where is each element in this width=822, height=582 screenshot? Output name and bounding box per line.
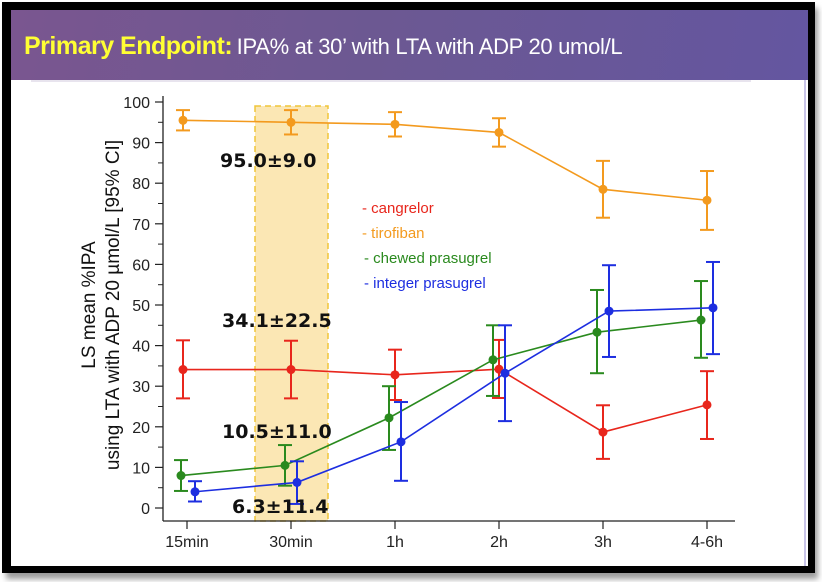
title-bar: Primary Endpoint: IPA% at 30’ with LTA w… [11, 10, 808, 80]
series-line [194, 307, 714, 493]
data-point [494, 127, 504, 137]
series-cangrelor [176, 338, 714, 460]
data-point [396, 437, 406, 447]
data-point [604, 306, 614, 316]
y-tick-label: 90 [132, 136, 150, 153]
series-layer [174, 109, 720, 505]
data-point [176, 471, 186, 481]
data-point [286, 117, 296, 127]
legend: - cangrelor - tirofiban - chewed prasugr… [362, 200, 492, 292]
y-tick-label: 20 [132, 420, 150, 437]
data-point [178, 115, 188, 125]
annotation-integer-prasugrel: 6.3±11.4 [232, 496, 328, 518]
x-tick-label: 3h [594, 534, 612, 551]
data-point [592, 327, 602, 337]
axes: 0 10 20 30 40 50 60 70 80 90 100 15min 30min 1h 2h 3h 4-… [123, 95, 735, 551]
data-point [708, 303, 718, 313]
data-point [390, 119, 400, 129]
slide-title: Primary Endpoint: IPA% at 30’ with LTA w… [24, 32, 623, 61]
y-tick-label: 10 [132, 460, 150, 477]
annotation-tirofiban: 95.0±9.0 [220, 150, 316, 172]
data-point [696, 315, 706, 325]
data-point [500, 368, 510, 378]
legend-item-cangrelor: - cangrelor [362, 200, 434, 217]
y-tick-label: 0 [141, 501, 150, 518]
data-point [702, 195, 712, 205]
x-tick-label: 15min [165, 534, 209, 551]
y-tick-label: 60 [132, 257, 150, 274]
x-tick-label: 30min [269, 534, 313, 551]
right-border-line [804, 80, 806, 566]
data-point [286, 365, 296, 375]
header-divider [31, 80, 751, 82]
x-tick-label: 1h [386, 534, 404, 551]
series-tirofiban [176, 109, 714, 231]
annotation-chewed-prasugrel: 10.5±11.0 [222, 421, 332, 443]
data-point [280, 460, 290, 470]
y-axis-title-line2: using LTA with ADP 20 µmol/L [95% CI] [103, 140, 124, 470]
y-tick-label: 70 [132, 217, 150, 234]
x-tick-label: 4-6h [691, 534, 723, 551]
legend-item-chewed-prasugrel: - chewed prasugrel [364, 250, 492, 267]
data-point [598, 184, 608, 194]
y-axis-title-line1: LS mean %IPA [79, 241, 100, 369]
series-line [180, 319, 702, 477]
y-tick-label: 100 [123, 95, 150, 112]
y-tick-label: 80 [132, 176, 150, 193]
data-point [488, 355, 498, 365]
data-point [702, 400, 712, 410]
title-rest: IPA% at 30’ with LTA with ADP 20 umol/L [236, 34, 623, 59]
data-point [390, 370, 400, 380]
series-line [182, 119, 708, 202]
data-point [190, 487, 200, 497]
annotations: 95.0±9.0 34.1±22.5 10.5±11.0 6.3±11.4 [220, 150, 332, 518]
y-tick-label: 40 [132, 339, 150, 356]
series-chewed-prasugrel [174, 280, 708, 492]
data-point [178, 365, 188, 375]
x-tick-label: 2h [490, 534, 508, 551]
legend-item-integer-prasugrel: - integer prasugrel [364, 275, 486, 292]
series-integer-prasugrel [188, 260, 720, 505]
slide: Primary Endpoint: IPA% at 30’ with LTA w… [11, 10, 808, 566]
legend-item-tirofiban: - tirofiban [362, 225, 425, 242]
annotation-cangrelor: 34.1±22.5 [222, 310, 332, 332]
data-point [598, 427, 608, 437]
series-line [183, 368, 708, 433]
title-emphasis: Primary Endpoint: [24, 32, 233, 60]
y-tick-label: 30 [132, 379, 150, 396]
y-axis-title: LS mean %IPA using LTA with ADP 20 µmol/… [79, 140, 124, 470]
data-point [384, 413, 394, 423]
y-tick-label: 50 [132, 298, 150, 315]
data-point [292, 477, 302, 487]
